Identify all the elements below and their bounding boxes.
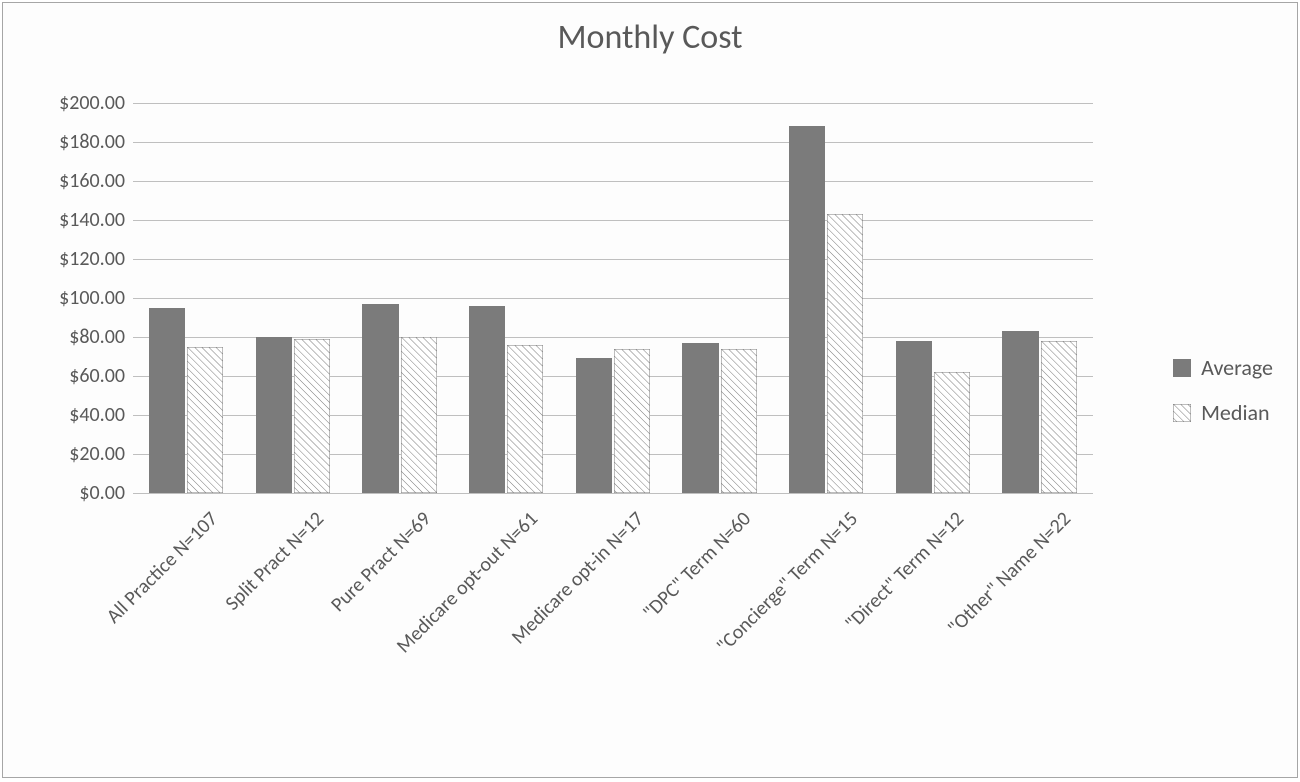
legend: Average Median xyxy=(1173,336,1273,444)
bar-average xyxy=(1002,331,1038,493)
bar-average xyxy=(362,304,398,493)
bar-median xyxy=(401,337,437,493)
x-tick-label: All Practice N=107 xyxy=(101,507,222,628)
y-tick-label: $100.00 xyxy=(59,286,125,310)
legend-swatch xyxy=(1173,404,1191,422)
bar-median xyxy=(934,372,970,493)
x-tick-label: Pure Pract N=69 xyxy=(326,507,436,617)
bars-layer: All Practice N=107Split Pract N=12Pure P… xyxy=(133,103,1093,493)
bar-average xyxy=(682,343,718,493)
legend-swatch xyxy=(1173,359,1191,377)
bar-median xyxy=(507,345,543,493)
bar-average xyxy=(576,358,612,493)
y-tick-label: $180.00 xyxy=(59,130,125,154)
bar-median xyxy=(614,349,650,493)
bar-median xyxy=(827,214,863,493)
bar-median xyxy=(721,349,757,493)
legend-label: Median xyxy=(1201,399,1269,426)
y-tick-label: $20.00 xyxy=(69,442,125,466)
bar-average xyxy=(256,337,292,493)
grid-line xyxy=(133,493,1093,494)
chart-title: Monthly Cost xyxy=(3,17,1297,58)
x-tick-label: "DPC" Term N=60 xyxy=(638,507,756,625)
y-tick-label: $120.00 xyxy=(59,247,125,271)
x-tick-label: Split Pract N=12 xyxy=(221,507,329,615)
bar-median xyxy=(294,339,330,493)
chart-container: Monthly Cost $0.00$20.00$40.00$60.00$80.… xyxy=(2,2,1298,778)
bar-average xyxy=(789,126,825,493)
y-tick-label: $0.00 xyxy=(79,481,125,505)
legend-label: Average xyxy=(1201,354,1273,381)
y-tick-label: $80.00 xyxy=(69,325,125,349)
legend-item: Average xyxy=(1173,354,1273,381)
bar-median xyxy=(1041,341,1077,493)
bar-average xyxy=(149,308,185,493)
y-tick-label: $160.00 xyxy=(59,169,125,193)
bar-average xyxy=(469,306,505,493)
y-tick-label: $140.00 xyxy=(59,208,125,232)
y-tick-label: $200.00 xyxy=(59,91,125,115)
bar-median xyxy=(187,347,223,493)
y-tick-label: $40.00 xyxy=(69,403,125,427)
plot-area: $0.00$20.00$40.00$60.00$80.00$100.00$120… xyxy=(133,103,1093,493)
bar-average xyxy=(896,341,932,493)
y-tick-label: $60.00 xyxy=(69,364,125,388)
legend-item: Median xyxy=(1173,399,1273,426)
